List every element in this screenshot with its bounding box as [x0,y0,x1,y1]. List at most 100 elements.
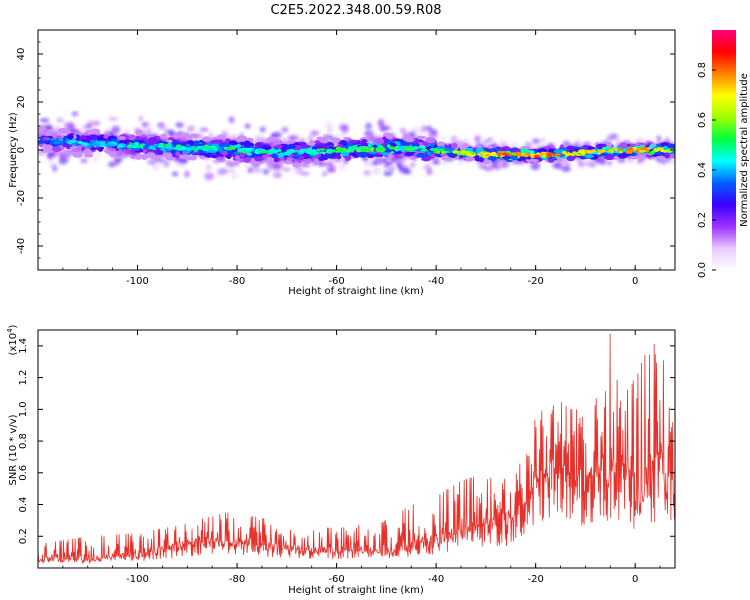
spectral-peak [370,148,375,152]
spectral-blob [254,142,263,149]
spectral-blob [278,152,285,158]
spectral-blob [335,158,341,163]
x-tick-label: 0 [632,276,638,287]
spectral-blob [385,132,394,140]
colorbar-tick-label: 0.0 [697,262,708,278]
spectral-peak [362,145,366,149]
spectral-blob [247,166,254,174]
spectral-peak [518,151,523,155]
spectral-blob [666,158,671,163]
spectral-blob [151,163,161,171]
spectral-peak [546,154,552,157]
spectral-blob [172,133,181,139]
spectral-peak [459,150,466,154]
spectral-blob [398,157,407,164]
spectral-peak [38,139,46,144]
spectral-blob [662,145,669,150]
spectral-blob [447,152,458,158]
spectral-blob [225,168,236,173]
spectral-peak [429,148,436,151]
spectral-blob [92,120,101,126]
spectral-blob [118,139,129,145]
spectral-blob [222,130,228,137]
spectral-blob [547,148,556,153]
spectral-peak [136,144,141,149]
spectral-blob [487,155,498,161]
spectral-blob [96,151,102,157]
spectrogram-panel: -100 -80 -60 -40 -20 0 -40 -20 0 20 40 Height of … [8,29,676,297]
spectral-peak [225,146,234,151]
spectral-blob [298,154,305,161]
spectral-blob [235,138,243,143]
spectral-peak [110,144,116,147]
spectral-peak [561,150,568,155]
spectral-peak [74,142,78,146]
spectrogram-x-ticks: -100 -80 -60 -40 -20 0 [37,30,661,287]
spectral-blob [57,127,69,135]
spectral-blob [578,160,585,168]
spectral-blob [131,147,140,151]
spectral-peak [134,142,140,146]
spectral-blob [425,125,433,131]
spectral-peak [502,152,508,156]
spectral-peak [619,150,623,154]
colorbar-tick-label: 0.2 [697,212,708,228]
spectral-blob [372,167,382,175]
spectrogram-core [38,126,675,168]
spectral-blob [252,168,263,173]
spectral-blob [303,162,311,168]
spectral-peak [465,152,472,157]
spectral-blob [83,148,92,155]
spectral-blob [399,145,407,152]
spectral-blob [412,126,423,134]
spectral-blob [135,129,144,137]
spectral-peak [99,140,104,144]
spectral-peak [660,150,669,153]
spectral-blob [243,161,251,168]
spectral-blob [262,145,272,151]
spectral-blob [71,111,79,117]
spectral-blob [47,129,54,135]
y-tick-label: -20 [16,190,27,206]
spectral-blob [157,122,166,128]
spectral-blob [52,146,62,153]
colorbar-gradient [712,30,736,270]
spectral-peak [299,149,306,152]
spectral-peak [600,149,605,153]
spectral-blob [426,167,433,176]
snr-y-label: SNR (10 * v/v) [8,414,19,485]
spectral-blob [360,139,368,143]
spectral-blob [313,158,320,165]
spectral-blob [246,152,252,156]
spectral-blob [206,152,212,158]
spectral-blob [127,134,137,141]
spectral-peak [627,146,634,151]
spectral-blob [300,172,310,176]
spectral-blob [462,143,469,150]
spectral-blob [216,156,225,161]
spectral-blob [254,156,264,162]
snr-x-label: Height of straight line (km) [288,585,424,596]
spectral-peak [354,147,362,150]
spectral-blob [450,136,458,141]
spectral-blob [70,124,76,133]
spectral-blob [148,136,158,143]
spectral-blob [373,153,382,158]
spectral-blob [189,133,200,139]
spectral-blob [88,143,95,148]
spectral-blob [416,152,427,158]
colorbar: 0.0 0.2 0.4 0.6 0.8 Normalized spectral ampl… [697,30,750,278]
spectral-blob [390,165,396,170]
x-tick-label: -60 [328,276,344,287]
spectral-blob [385,157,393,163]
spectral-blob [320,136,329,143]
spectral-blob [605,134,614,140]
spectrogram-heatmap [38,111,675,181]
spectral-blob [228,116,235,124]
y-tick-label: 0 [16,147,27,153]
spectral-blob [97,146,104,152]
spectral-blob [656,151,662,155]
spectral-blob [411,142,420,148]
spectral-peak [305,151,312,154]
